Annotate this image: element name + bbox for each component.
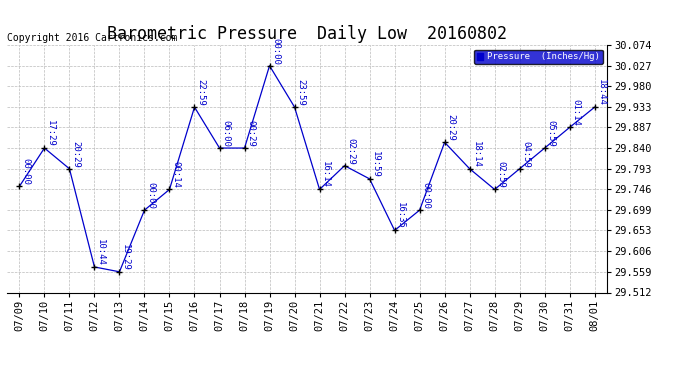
Text: 05:59: 05:59 — [546, 120, 555, 147]
Text: 02:59: 02:59 — [496, 161, 505, 188]
Text: 20:29: 20:29 — [446, 114, 455, 141]
Text: Copyright 2016 Cartronics.com: Copyright 2016 Cartronics.com — [7, 33, 177, 42]
Text: 18:44: 18:44 — [596, 79, 605, 106]
Text: 10:44: 10:44 — [96, 239, 105, 266]
Text: 00:00: 00:00 — [146, 182, 155, 209]
Text: 23:59: 23:59 — [296, 79, 305, 106]
Text: 04:59: 04:59 — [522, 141, 531, 168]
Title: Barometric Pressure  Daily Low  20160802: Barometric Pressure Daily Low 20160802 — [107, 26, 507, 44]
Text: 18:14: 18:14 — [471, 141, 480, 168]
Text: 01:14: 01:14 — [571, 99, 580, 126]
Text: 16:14: 16:14 — [322, 161, 331, 188]
Legend: Pressure  (Inches/Hg): Pressure (Inches/Hg) — [475, 50, 602, 64]
Text: 00:14: 00:14 — [171, 161, 180, 188]
Text: 06:00: 06:00 — [221, 120, 230, 147]
Text: 19:29: 19:29 — [121, 244, 130, 271]
Text: 02:29: 02:29 — [346, 138, 355, 164]
Text: 19:59: 19:59 — [371, 151, 380, 178]
Text: 20:29: 20:29 — [71, 141, 80, 168]
Text: 16:35: 16:35 — [396, 202, 405, 229]
Text: 00:00: 00:00 — [21, 158, 30, 185]
Text: 00:00: 00:00 — [422, 182, 431, 209]
Text: 00:00: 00:00 — [271, 38, 280, 64]
Text: 22:59: 22:59 — [196, 79, 205, 106]
Text: 00:29: 00:29 — [246, 120, 255, 147]
Text: 17:29: 17:29 — [46, 120, 55, 147]
